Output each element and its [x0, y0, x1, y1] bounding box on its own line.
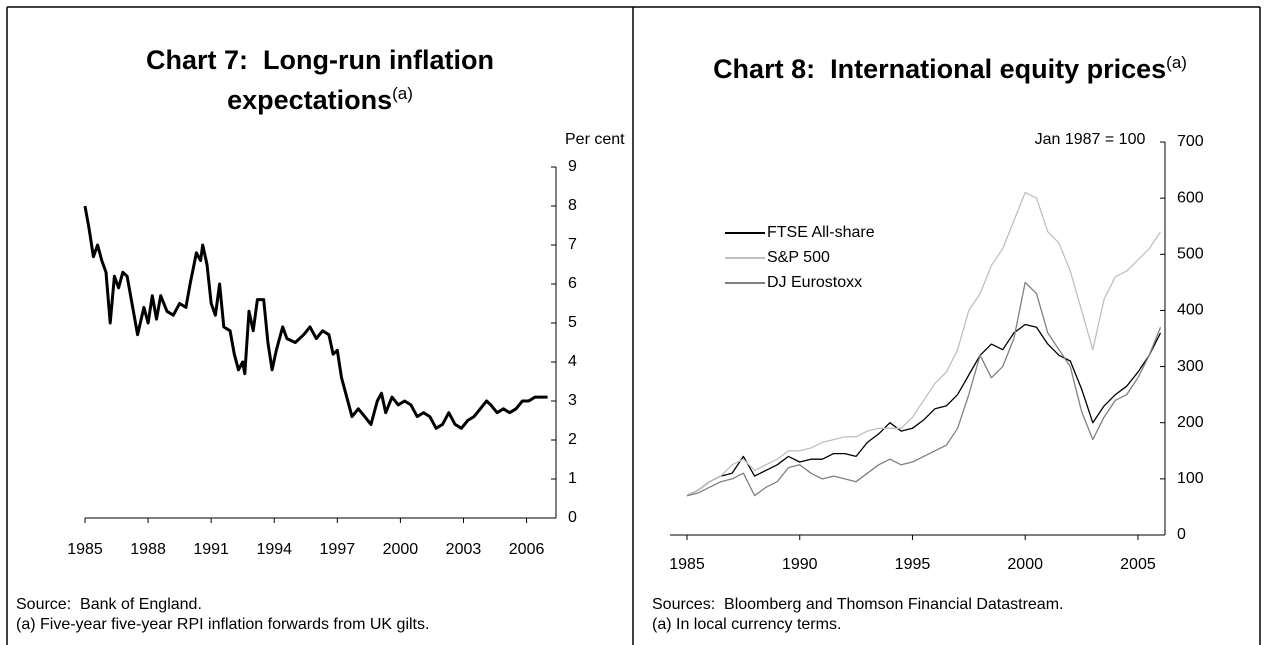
x-tick-label: 2000	[383, 541, 419, 558]
y-tick-label: 0	[1177, 526, 1186, 543]
y-axis-label: Jan 1987 = 100	[1035, 131, 1146, 148]
x-tick-label: 1997	[320, 541, 356, 558]
y-tick-label: 100	[1177, 470, 1204, 487]
x-tick-label: 1991	[193, 541, 229, 558]
y-axis-label: Per cent	[565, 131, 625, 148]
source: Sources: Bloomberg and Thomson Financial…	[652, 596, 1064, 613]
x-tick-label: 1988	[130, 541, 166, 558]
x-tick-label: 1995	[895, 556, 931, 573]
y-tick-label: 6	[568, 275, 577, 292]
y-tick-label: 1	[568, 470, 577, 487]
y-tick-label: 4	[568, 353, 577, 370]
y-tick-label: 7	[568, 236, 577, 253]
legend-label: DJ Eurostoxx	[767, 274, 862, 291]
series-line	[686, 191, 1162, 497]
y-tick-label: 2	[568, 431, 577, 448]
x-tick-label: 1985	[67, 541, 103, 558]
legend-label: FTSE All-share	[767, 224, 875, 241]
x-tick-label: 1990	[782, 556, 818, 573]
x-tick-label: 2005	[1120, 556, 1156, 573]
title-note: (a)	[1166, 53, 1187, 72]
y-tick-label: 300	[1177, 358, 1204, 375]
y-tick-label: 400	[1177, 302, 1204, 319]
title-text: Chart 7: Long-run inflation expectations	[146, 45, 502, 115]
y-tick-label: 8	[568, 197, 577, 214]
x-tick-label: 1985	[669, 556, 705, 573]
y-tick-label: 200	[1177, 414, 1204, 431]
x-tick-label: 1994	[256, 541, 292, 558]
series-line	[83, 205, 548, 430]
x-tick-label: 2006	[509, 541, 545, 558]
chart-title: Chart 7: Long-run inflation expectations…	[80, 44, 560, 117]
series-line	[686, 323, 1162, 497]
chart-title: Chart 8: International equity prices(a)	[640, 46, 1260, 86]
y-tick-label: 700	[1177, 133, 1204, 150]
y-tick-label: 9	[568, 158, 577, 175]
y-tick-label: 3	[568, 392, 577, 409]
title-text: Chart 8: International equity prices	[713, 54, 1167, 84]
legend-label: S&P 500	[767, 249, 830, 266]
y-tick-label: 0	[568, 509, 577, 526]
y-tick-label: 600	[1177, 189, 1204, 206]
y-tick-label: 500	[1177, 246, 1204, 263]
source: Source: Bank of England.	[16, 596, 202, 613]
footnote: (a) In local currency terms.	[652, 616, 842, 633]
x-tick-label: 2000	[1007, 556, 1043, 573]
footnote: (a) Five-year five-year RPI inflation fo…	[16, 616, 430, 633]
series-line	[686, 281, 1162, 497]
title-note: (a)	[392, 84, 413, 103]
y-tick-label: 5	[568, 314, 577, 331]
x-tick-label: 2003	[446, 541, 482, 558]
